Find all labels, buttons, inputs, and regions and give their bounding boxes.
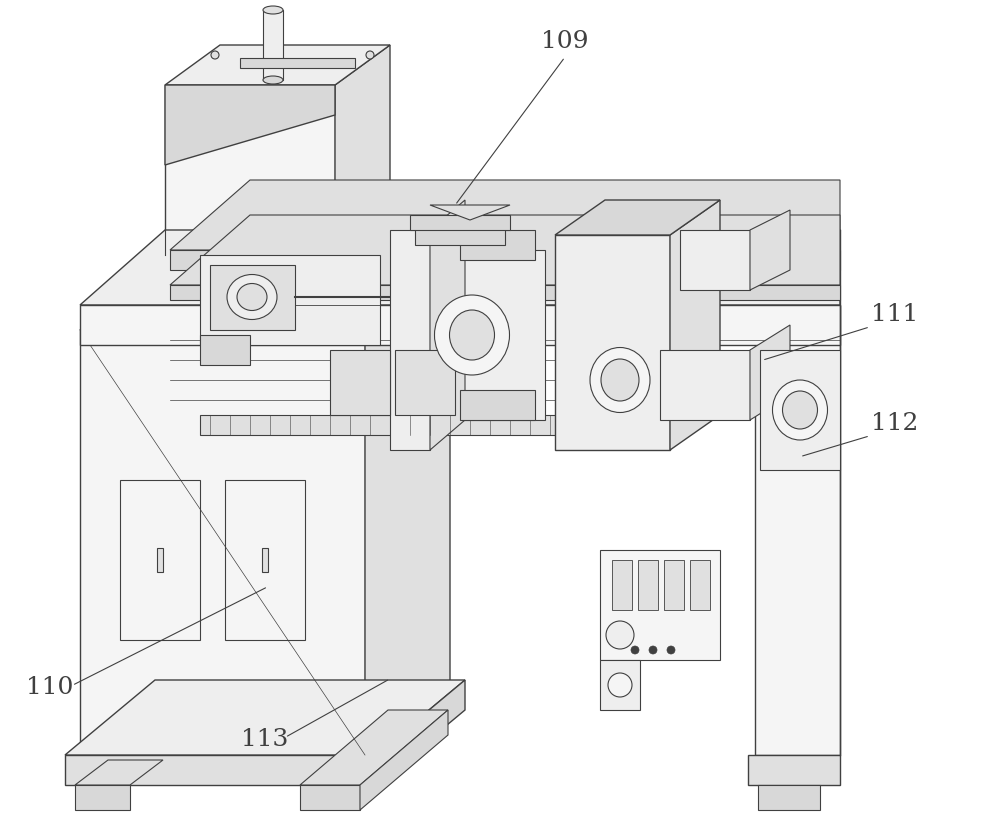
Polygon shape [170, 250, 840, 270]
Ellipse shape [263, 76, 283, 84]
Polygon shape [300, 785, 360, 810]
Polygon shape [755, 305, 840, 755]
Polygon shape [120, 480, 200, 640]
Circle shape [211, 51, 219, 59]
Polygon shape [755, 230, 840, 305]
Polygon shape [200, 415, 580, 435]
Polygon shape [80, 330, 365, 755]
Polygon shape [80, 305, 840, 345]
Polygon shape [65, 755, 375, 785]
Polygon shape [165, 85, 335, 165]
Polygon shape [460, 390, 535, 420]
Polygon shape [555, 200, 720, 235]
Polygon shape [65, 680, 465, 755]
Polygon shape [330, 350, 390, 415]
Polygon shape [170, 285, 840, 300]
Circle shape [649, 646, 657, 654]
Ellipse shape [237, 283, 267, 311]
Polygon shape [180, 260, 210, 288]
Circle shape [608, 673, 632, 697]
Polygon shape [210, 265, 295, 330]
Circle shape [606, 621, 634, 649]
Ellipse shape [450, 310, 494, 360]
Text: 110: 110 [26, 675, 74, 699]
Polygon shape [80, 255, 450, 330]
Polygon shape [200, 335, 250, 365]
Polygon shape [415, 225, 505, 245]
Text: 111: 111 [871, 303, 919, 326]
Polygon shape [262, 548, 268, 572]
Polygon shape [360, 710, 448, 810]
Ellipse shape [590, 348, 650, 412]
Polygon shape [638, 560, 658, 610]
Polygon shape [335, 45, 390, 330]
Polygon shape [664, 560, 684, 610]
Polygon shape [225, 480, 305, 640]
Circle shape [366, 51, 374, 59]
Polygon shape [375, 680, 465, 785]
Polygon shape [430, 200, 465, 450]
Polygon shape [300, 710, 448, 785]
Ellipse shape [263, 6, 283, 14]
Polygon shape [748, 755, 840, 785]
Polygon shape [400, 250, 545, 420]
Circle shape [667, 646, 675, 654]
Polygon shape [263, 10, 283, 80]
Polygon shape [600, 550, 720, 660]
Text: 113: 113 [241, 727, 289, 751]
Polygon shape [460, 230, 535, 260]
Polygon shape [555, 235, 670, 450]
Text: 112: 112 [871, 411, 919, 435]
Polygon shape [612, 560, 632, 610]
Circle shape [190, 269, 200, 279]
Polygon shape [690, 560, 710, 610]
Polygon shape [670, 200, 720, 450]
Polygon shape [200, 255, 380, 345]
Polygon shape [760, 350, 840, 470]
Ellipse shape [772, 380, 828, 440]
Polygon shape [165, 85, 335, 330]
Polygon shape [750, 210, 790, 290]
Polygon shape [365, 255, 450, 755]
Polygon shape [170, 215, 840, 285]
Circle shape [186, 265, 204, 283]
Polygon shape [75, 760, 163, 785]
Polygon shape [750, 325, 790, 420]
Polygon shape [75, 785, 130, 810]
Polygon shape [600, 660, 640, 710]
Polygon shape [395, 350, 455, 415]
Polygon shape [157, 548, 163, 572]
Polygon shape [170, 180, 840, 250]
Circle shape [631, 646, 639, 654]
Ellipse shape [434, 295, 510, 375]
Polygon shape [430, 205, 510, 220]
Polygon shape [410, 215, 510, 230]
Polygon shape [165, 45, 390, 85]
Polygon shape [240, 58, 355, 68]
Ellipse shape [601, 359, 639, 401]
Polygon shape [660, 350, 750, 420]
Text: 109: 109 [541, 30, 589, 54]
Polygon shape [390, 230, 430, 450]
Ellipse shape [782, 391, 818, 429]
Polygon shape [680, 230, 750, 290]
Polygon shape [758, 785, 820, 810]
Ellipse shape [227, 275, 277, 319]
Polygon shape [80, 230, 840, 305]
